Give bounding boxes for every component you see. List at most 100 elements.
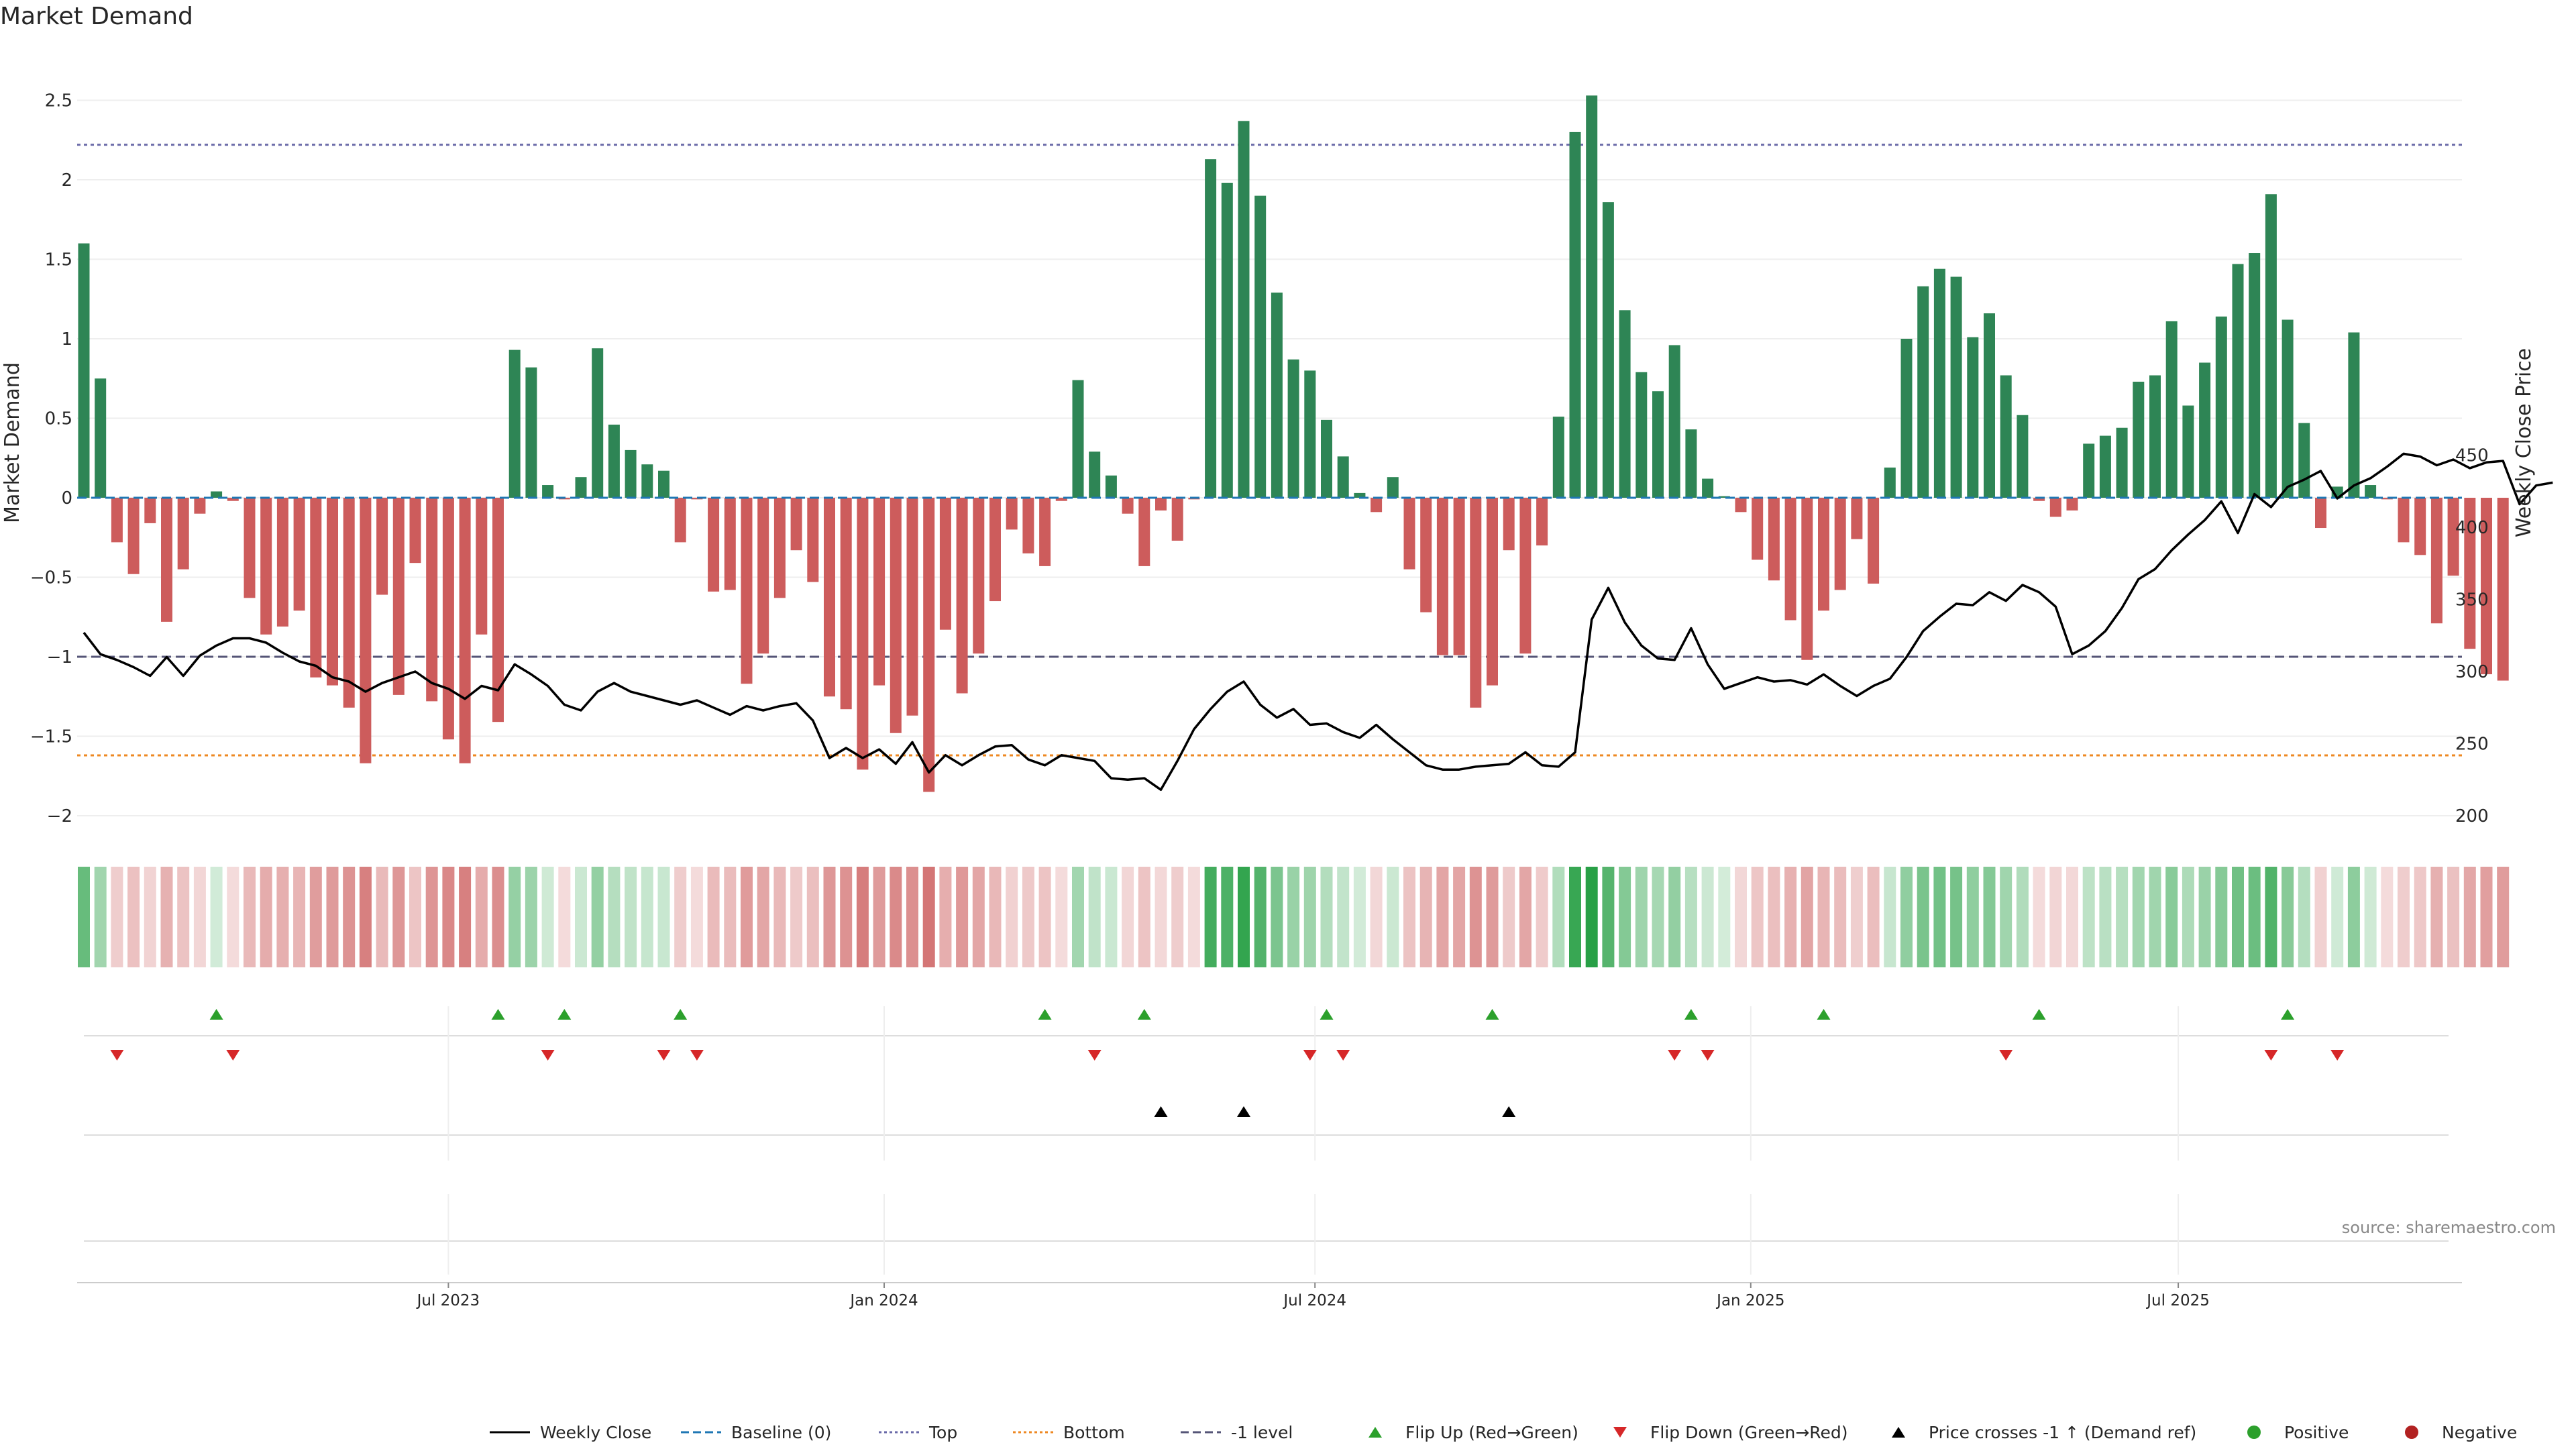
heat-strip-cell <box>1701 867 1714 967</box>
demand-bar <box>2000 375 2012 498</box>
heat-strip-cell <box>707 867 720 967</box>
legend-label: Price crosses -1 ↑ (Demand ref) <box>1929 1423 2196 1442</box>
demand-bar <box>1105 475 1117 498</box>
heat-strip-cell <box>508 867 521 967</box>
flip-up-marker <box>557 1009 572 1020</box>
flip-up-marker <box>1038 1009 1052 1020</box>
legend-label: Positive <box>2284 1423 2349 1442</box>
legend-label: Flip Up (Red→Green) <box>1405 1423 1578 1442</box>
heat-strip-cell <box>2099 867 2112 967</box>
demand-bar <box>1569 131 1581 498</box>
demand-bar <box>1900 339 1913 498</box>
heat-strip-cell <box>608 867 621 967</box>
demand-bar <box>1718 496 1730 498</box>
x-tick-label: Jul 2025 <box>2145 1292 2210 1309</box>
heat-strip-cell <box>1353 867 1366 967</box>
heat-strip-cell <box>2282 867 2294 967</box>
demand-bar <box>1685 429 1697 498</box>
demand-bar <box>1818 498 1829 611</box>
demand-bar <box>1271 292 1283 498</box>
heat-strip-cell <box>1751 867 1764 967</box>
flip-down-marker <box>541 1050 555 1061</box>
demand-bar <box>1138 498 1150 566</box>
demand-bar <box>1287 359 1299 498</box>
demand-bar <box>2315 498 2326 529</box>
heat-strip-cell <box>823 867 836 967</box>
legend-label: -1 level <box>1231 1423 1293 1442</box>
demand-bar <box>343 498 355 708</box>
price-cross-marker <box>1154 1106 1168 1117</box>
flip-up-marker <box>1817 1009 1831 1020</box>
heat-strip-cell <box>525 867 537 967</box>
flip-down-marker <box>110 1050 124 1061</box>
legend-label: Negative <box>2442 1423 2517 1442</box>
heat-strip-cell <box>1900 867 1913 967</box>
demand-bar <box>1868 498 1880 584</box>
heat-strip-cell <box>1784 867 1797 967</box>
heat-strip-cell <box>94 867 107 967</box>
demand-bar <box>459 498 471 763</box>
heat-strip-cell <box>1171 867 1184 967</box>
heat-strip-cell <box>2165 867 2178 967</box>
demand-bar <box>2497 498 2509 681</box>
flip-down-marker <box>690 1050 704 1061</box>
heat-strip-cell <box>2116 867 2129 967</box>
heat-strip-cell <box>1652 867 1664 967</box>
heat-strip-cell <box>674 867 687 967</box>
heat-strip-cell <box>1187 867 1200 967</box>
heat-strip-cell <box>2480 867 2493 967</box>
heat-strip-cell <box>1619 867 1631 967</box>
heat-strip-cell <box>1055 867 1068 967</box>
demand-bar <box>857 498 869 770</box>
heat-strip-cell <box>409 867 421 967</box>
heat-strip-cell <box>956 867 969 967</box>
demand-bar <box>923 498 935 792</box>
legend-label: Flip Down (Green→Red) <box>1650 1423 1848 1442</box>
heat-strip-cell <box>144 867 156 967</box>
heat-strip-cell <box>1436 867 1449 967</box>
heat-strip-cell <box>1419 867 1432 967</box>
demand-bar <box>1238 121 1250 498</box>
y2-tick-label: 350 <box>2455 590 2489 610</box>
legend-label: Baseline (0) <box>731 1423 831 1442</box>
demand-bar <box>1387 477 1399 498</box>
heat-strip-cell <box>541 867 554 967</box>
demand-bar <box>1470 498 1482 708</box>
heat-strip-cell <box>293 867 306 967</box>
demand-bar <box>1487 498 1498 686</box>
demand-bar <box>608 424 620 498</box>
heat-strip-cell <box>2347 867 2360 967</box>
heat-strip-cell <box>1768 867 1780 967</box>
price-cross-marker <box>1502 1106 1516 1117</box>
demand-bar <box>1917 286 1929 498</box>
demand-bar <box>1652 391 1664 498</box>
heat-strip-cell <box>575 867 587 967</box>
flip-down-marker <box>1336 1050 1350 1061</box>
x-tick-label: Jan 2024 <box>849 1292 918 1309</box>
demand-bar <box>376 498 388 595</box>
demand-bar <box>227 498 239 501</box>
demand-bar <box>741 498 753 684</box>
heat-strip-cell <box>989 867 1002 967</box>
demand-bar <box>244 498 256 598</box>
flip-up-marker <box>2032 1009 2046 1020</box>
heat-strip-cell <box>376 867 388 967</box>
heat-strip-cell <box>1337 867 1350 967</box>
heat-strip-cell <box>2314 867 2327 967</box>
demand-bar <box>625 449 637 498</box>
x-tick-label: Jul 2024 <box>1282 1292 1346 1309</box>
heat-strip-cell <box>790 867 803 967</box>
demand-bar <box>260 498 272 635</box>
demand-bar <box>757 498 769 654</box>
demand-bar <box>840 498 852 710</box>
demand-bar <box>2249 253 2261 498</box>
demand-bar <box>1602 202 1614 498</box>
legend-marker <box>1613 1427 1627 1438</box>
demand-bar <box>2348 332 2360 498</box>
heat-strip-cell <box>359 867 372 967</box>
heat-strip-cell <box>591 867 604 967</box>
demand-bar <box>1768 498 1780 581</box>
heat-strip-cell <box>260 867 272 967</box>
demand-bar <box>360 498 372 763</box>
heat-strip-cell <box>1983 867 1996 967</box>
